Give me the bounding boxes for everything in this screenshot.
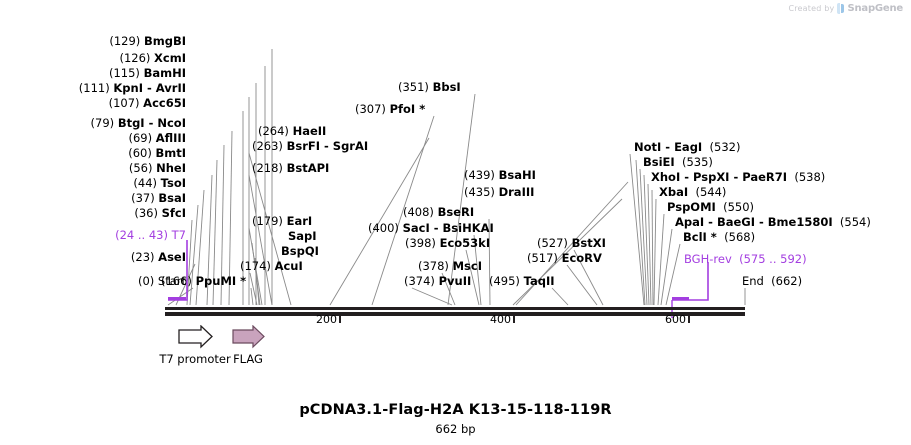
site-label-pfoi[interactable]: (307) PfoI * <box>355 102 426 116</box>
site-label-afliii[interactable]: (69) AflIII <box>128 131 186 145</box>
site-label-saci-bsihkai[interactable]: (400) SacI - BsiHKAI <box>368 221 494 235</box>
sequence-end-label: End (662) <box>742 274 803 288</box>
watermark-prefix: Created by <box>788 4 835 13</box>
site-label-bseri[interactable]: (408) BseRI <box>403 205 475 219</box>
site-label-apai-baegi-bme1580i[interactable]: ApaI - BaeGI - Bme1580I (554) <box>675 215 871 229</box>
ruler-label-600: 600 <box>665 313 686 326</box>
sequence-ruler-bottom-bar <box>165 312 745 316</box>
feature-label-bgh-rev[interactable]: BGH-rev (575 .. 592) <box>684 252 807 266</box>
site-label-kpni-avrii[interactable]: (111) KpnI - AvrII <box>78 81 186 95</box>
site-label-bsahi[interactable]: (439) BsaHI <box>464 168 536 182</box>
snapgene-watermark: Created by SnapGene <box>788 3 903 14</box>
site-label-bstapi[interactable]: (218) BstAPI <box>252 161 330 175</box>
site-label-tsoi[interactable]: (44) TsoI <box>133 176 186 190</box>
site-label-msci[interactable]: (378) MscI <box>418 259 482 273</box>
site-label-xcmi[interactable]: (126) XcmI <box>119 51 186 65</box>
site-label-eco53ki[interactable]: (398) Eco53kI <box>405 236 491 250</box>
site-label-draiii[interactable]: (435) DraIII <box>464 185 535 199</box>
site-label-bsai[interactable]: (37) BsaI <box>131 191 186 205</box>
site-label-nhei[interactable]: (56) NheI <box>128 161 186 175</box>
ruler-tick-400 <box>513 316 515 323</box>
site-label-taqii[interactable]: (495) TaqII <box>489 274 555 288</box>
site-label-noti-eagi[interactable]: NotI - EagI (532) <box>634 140 741 154</box>
page-title: pCDNA3.1-Flag-H2A K13-15-118-119R <box>299 402 612 418</box>
ruler-tick-200 <box>339 316 341 323</box>
t7-promoter-feature-name: T7 promoter <box>159 352 231 366</box>
site-label-sfci[interactable]: (36) SfcI <box>134 206 186 220</box>
site-label-pspomi[interactable]: PspOMI (550) <box>667 200 755 214</box>
site-label-bsrfi-sgrai[interactable]: (263) BsrFI - SgrAI <box>252 139 369 153</box>
site-label-bcli[interactable]: BclI * (568) <box>683 230 756 244</box>
site-label-btgi-ncoi[interactable]: (79) BtgI - NcoI <box>90 116 186 130</box>
t7-promoter-arrow-icon[interactable] <box>178 325 214 349</box>
sequence-length-subtitle: 662 bp <box>435 422 476 436</box>
sequence-ruler-top-bar <box>165 307 745 310</box>
site-label-sapi[interactable]: SapI <box>288 229 317 243</box>
site-label-eari[interactable]: (179) EarI <box>252 214 313 228</box>
site-label-acc65i[interactable]: (107) Acc65I <box>108 96 186 110</box>
site-label-bbsi[interactable]: (351) BbsI <box>398 80 461 94</box>
site-label-bspqi[interactable]: BspQI <box>281 244 319 258</box>
site-label-xhoi-pspxi-paer7i[interactable]: XhoI - PspXI - PaeR7I (538) <box>651 170 826 184</box>
watermark-brand: SnapGene <box>847 3 903 14</box>
ruler-label-400: 400 <box>490 313 511 326</box>
site-label-bmti[interactable]: (60) BmtI <box>128 146 186 160</box>
site-label-pvuii[interactable]: (374) PvuII <box>404 274 472 288</box>
site-label-haeii[interactable]: (264) HaeII <box>258 124 327 138</box>
snapgene-logo-icon <box>837 3 844 14</box>
ruler-tick-600 <box>688 316 690 323</box>
site-label-ecorv[interactable]: (517) EcoRV <box>527 251 602 265</box>
ruler-label-200: 200 <box>316 313 337 326</box>
site-label-bsiei[interactable]: BsiEI (535) <box>643 155 713 169</box>
site-label-xbai[interactable]: XbaI (544) <box>659 185 727 199</box>
feature-label-t7-promoter[interactable]: (24 .. 43) T7 <box>115 228 186 242</box>
site-label-ppumi[interactable]: (166) PpuMI * <box>161 274 247 288</box>
site-label-bmgbi[interactable]: (129) BmgBI <box>109 34 186 48</box>
site-label-bamhi[interactable]: (115) BamHI <box>108 66 186 80</box>
site-label-asei[interactable]: (23) AseI <box>130 250 186 264</box>
flag-feature-arrow-icon[interactable] <box>232 325 266 349</box>
flag-feature-name: FLAG <box>233 352 263 366</box>
sequence-start-label: (0) Start <box>137 274 186 288</box>
site-label-acui[interactable]: (174) AcuI <box>240 259 303 273</box>
site-label-bstxi[interactable]: (527) BstXI <box>537 236 606 250</box>
